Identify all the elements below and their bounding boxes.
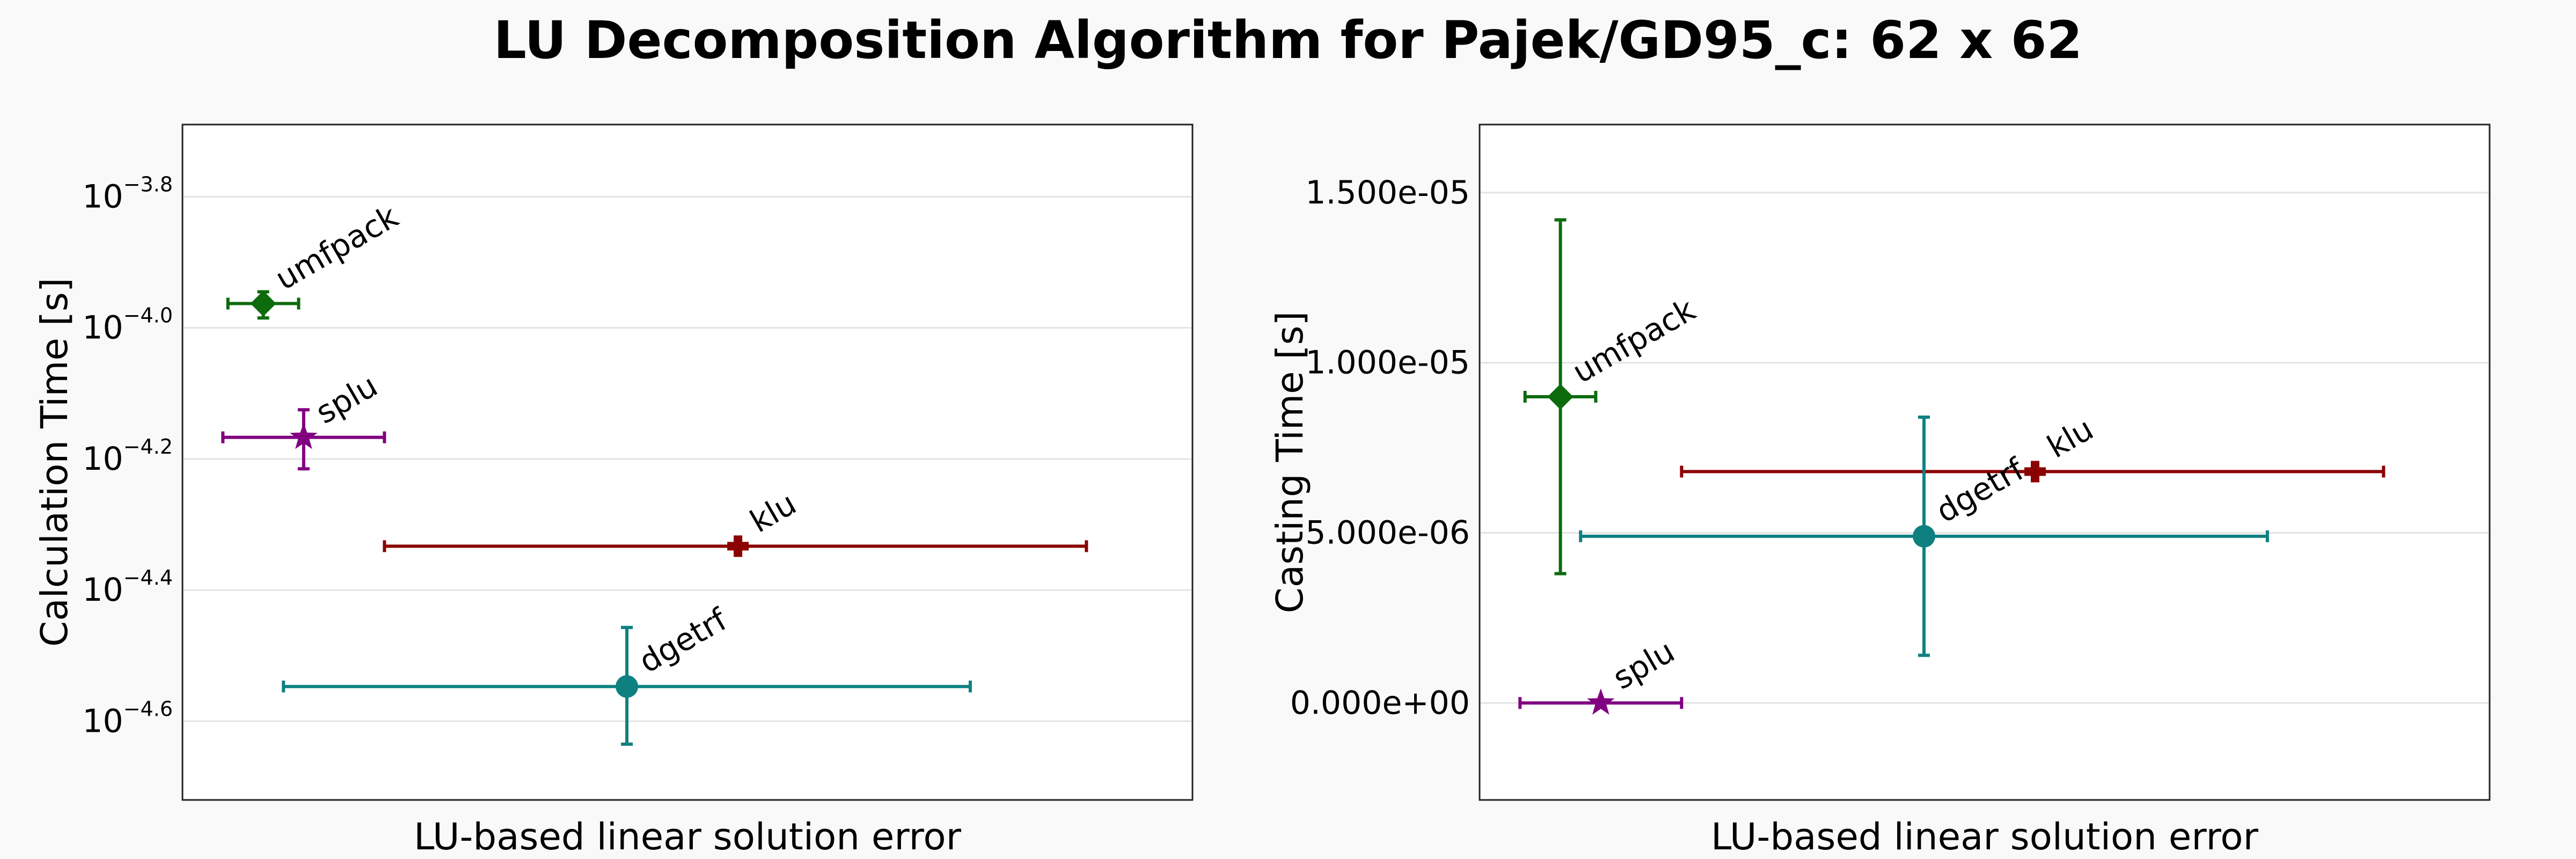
diamond-marker xyxy=(1547,384,1574,410)
y-tick-label: 1.000e-05 xyxy=(1305,344,1470,382)
left-chart-panel: 10−3.810−4.010−4.210−4.410−4.6LU-based l… xyxy=(33,123,1194,858)
y-tick-label: 10−4.4 xyxy=(82,566,173,609)
plot-border xyxy=(1479,123,2491,801)
star-marker xyxy=(1587,688,1615,715)
tick-exponent: −4.2 xyxy=(123,435,173,458)
tick-base: 10 xyxy=(82,702,123,740)
tick-exponent: −4.6 xyxy=(123,697,173,720)
plot-border xyxy=(181,123,1194,801)
right-chart-panel: 1.500e-05 1.000e-05 5.000e-06 0.000e+00 LU-b… xyxy=(1269,123,2491,858)
plot-area xyxy=(1479,123,2491,801)
y-tick-label: 10−4.0 xyxy=(82,304,173,347)
star-marker xyxy=(290,423,318,449)
tick-base: 10 xyxy=(82,178,123,215)
tick-base: 10 xyxy=(82,440,123,478)
x-axis-label: LU-based linear solution error xyxy=(414,816,962,858)
tick-exponent: −4.4 xyxy=(123,566,173,589)
y-tick-label: 10−4.6 xyxy=(82,697,173,740)
y-tick-label: 5.000e-06 xyxy=(1305,514,1470,552)
tick-base: 10 xyxy=(82,309,123,347)
y-axis-label: Calculation Time [s] xyxy=(33,278,76,646)
plus-marker xyxy=(2031,461,2040,483)
plot-area xyxy=(181,123,1194,801)
y-axis-label: Casting Time [s] xyxy=(1269,311,1312,614)
x-axis-label: LU-based linear solution error xyxy=(1711,816,2259,858)
diamond-marker xyxy=(250,290,276,317)
circle-marker xyxy=(616,675,639,698)
y-tick-label: 10−4.2 xyxy=(82,435,173,478)
plus-marker xyxy=(734,535,743,557)
circle-marker xyxy=(1913,525,1936,548)
tick-base: 10 xyxy=(82,571,123,609)
tick-exponent: −4.0 xyxy=(123,304,173,327)
figure-title: LU Decomposition Algorithm for Pajek/GD9… xyxy=(494,10,2083,70)
y-tick-label: 1.500e-05 xyxy=(1305,174,1470,212)
y-tick-label: 0.000e+00 xyxy=(1290,684,1470,722)
tick-exponent: −3.8 xyxy=(123,172,173,196)
y-tick-label: 10−3.8 xyxy=(82,172,173,215)
